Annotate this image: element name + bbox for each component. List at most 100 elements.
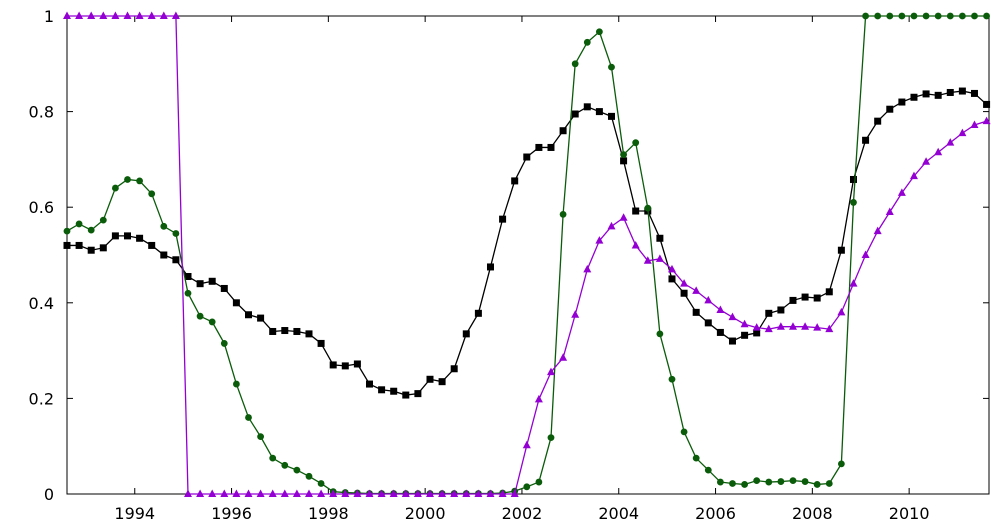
point-triangle-56 [740,319,749,328]
point-circle-66 [862,12,869,20]
point-square-60 [789,296,797,304]
point-square-46 [620,157,628,165]
point-circle-51 [680,428,688,436]
series-circle [63,12,990,497]
point-triangle-62 [813,323,822,331]
point-triangle-1 [75,11,84,19]
point-circle-40 [547,434,555,441]
point-triangle-38 [522,440,531,449]
point-triangle-61 [801,322,810,330]
point-square-70 [910,93,918,101]
point-square-5 [123,232,131,240]
point-square-64 [837,246,845,254]
point-square-51 [680,289,688,297]
x-tick-label-2008: 2008 [792,504,833,523]
point-square-3 [99,244,107,252]
point-circle-65 [850,199,857,206]
point-triangle-9 [171,11,180,19]
point-square-67 [874,117,882,125]
point-square-17 [269,327,277,335]
point-triangle-60 [788,322,797,330]
point-square-19 [293,327,301,335]
x-tick-label-1994: 1994 [114,504,155,523]
point-square-26 [378,386,386,394]
point-circle-7 [148,190,156,198]
point-square-23 [341,362,349,370]
point-square-63 [825,288,833,296]
point-triangle-6 [135,11,144,19]
point-circle-64 [837,460,845,468]
point-triangle-32 [450,489,459,497]
point-circle-17 [269,454,277,462]
point-square-18 [281,327,289,335]
point-square-15 [244,311,252,319]
point-square-22 [329,361,337,369]
point-circle-4 [111,184,119,192]
point-triangle-22 [329,489,338,497]
series-triangle [63,11,991,497]
point-square-0 [63,241,71,249]
point-circle-12 [208,318,216,326]
point-square-50 [668,275,676,283]
point-triangle-72 [934,147,943,156]
point-square-7 [148,241,156,249]
point-circle-11 [196,312,204,320]
point-square-10 [184,273,192,281]
point-square-66 [862,136,870,144]
point-triangle-5 [123,11,132,19]
x-tick-label-1996: 1996 [211,504,252,523]
point-square-52 [692,308,700,316]
point-square-24 [353,360,361,368]
point-square-28 [402,391,410,399]
point-circle-76 [983,12,990,20]
point-triangle-24 [353,489,362,497]
point-triangle-12 [208,489,217,497]
point-circle-71 [922,12,930,20]
point-square-16 [257,314,265,322]
point-square-69 [898,98,906,106]
point-triangle-8 [159,11,168,19]
point-square-12 [208,277,216,285]
point-triangle-54 [716,305,725,313]
point-square-43 [583,103,591,111]
point-square-59 [777,306,785,314]
point-circle-68 [886,12,894,20]
point-circle-73 [946,12,954,20]
series-line-square [67,90,988,396]
point-triangle-4 [111,11,120,19]
point-triangle-14 [232,489,241,497]
point-square-57 [753,329,761,337]
point-triangle-37 [510,489,519,497]
point-triangle-18 [280,489,289,497]
series-group [63,11,991,497]
y-tick-label-0: 0 [44,485,54,504]
point-triangle-49 [655,254,664,262]
point-circle-42 [571,60,579,68]
point-circle-67 [874,12,882,20]
point-triangle-50 [667,264,676,273]
x-tick-label-2004: 2004 [598,504,639,523]
point-triangle-0 [63,11,71,19]
point-square-4 [111,232,119,240]
point-circle-63 [825,480,833,487]
point-triangle-35 [486,489,495,497]
point-circle-55 [729,480,736,487]
point-square-6 [136,234,144,242]
point-square-76 [983,100,991,108]
point-square-45 [607,112,615,120]
point-square-21 [317,339,325,347]
point-triangle-36 [498,489,507,497]
point-triangle-39 [534,394,543,403]
point-square-37 [511,177,519,185]
point-circle-1 [75,220,83,228]
point-square-42 [571,110,579,118]
point-circle-39 [535,478,543,486]
point-triangle-64 [837,307,846,316]
point-square-2 [87,246,95,254]
point-square-58 [765,309,773,317]
point-triangle-34 [474,489,483,497]
point-circle-19 [293,466,301,474]
point-square-53 [704,319,712,327]
point-circle-61 [801,478,809,485]
point-circle-72 [934,12,942,20]
